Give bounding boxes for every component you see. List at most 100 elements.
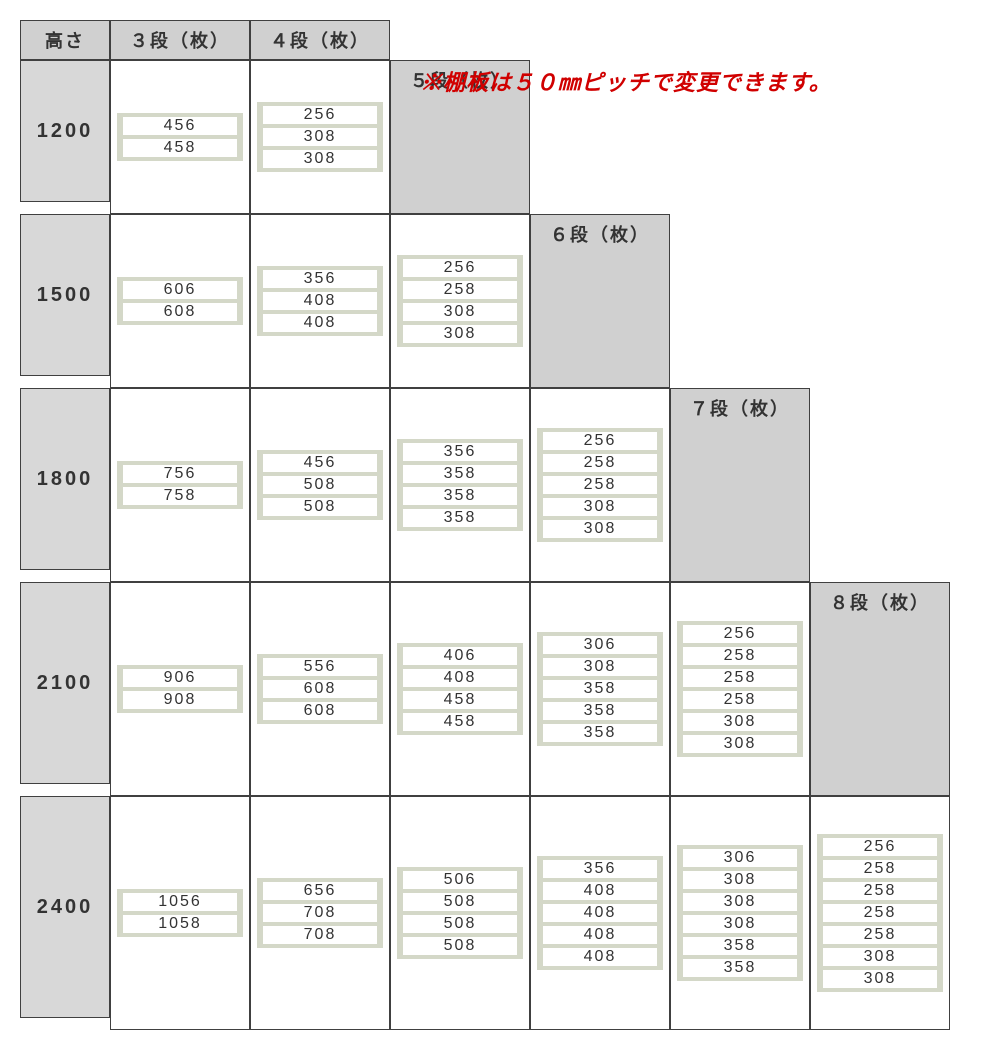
shelf-cell: 356408408 [250, 214, 390, 388]
shelf-gap-value: 908 [123, 691, 237, 709]
shelf-gap-value: 308 [543, 658, 657, 680]
shelf-gap-value: 358 [403, 465, 517, 487]
shelf-diagram: 556608608 [257, 654, 383, 724]
shelf-gap-value: 308 [543, 498, 657, 520]
shelf-gap-value: 308 [683, 713, 797, 735]
shelf-gap-value: 256 [683, 625, 797, 647]
shelf-gap-value: 1058 [123, 915, 237, 933]
shelf-cell: 256258258308308 [530, 388, 670, 582]
shelf-gap-value: 356 [543, 860, 657, 882]
shelf-gap-value: 508 [263, 498, 377, 516]
shelf-diagram: 256308308 [257, 102, 383, 172]
shelf-diagram: 406408458458 [397, 643, 523, 735]
shelf-gap-value: 256 [403, 259, 517, 281]
shelf-diagram: 756758 [117, 461, 243, 509]
column-header: ６段（枚） [530, 214, 670, 388]
shelf-diagram: 906908 [117, 665, 243, 713]
shelf-gap-value: 258 [683, 669, 797, 691]
column-header: ４段（枚） [250, 20, 390, 60]
shelf-diagram: 356358358358 [397, 439, 523, 531]
shelf-gap-value: 308 [823, 948, 937, 970]
shelf-cell: 606608 [110, 214, 250, 388]
shelf-cell: 356358358358 [390, 388, 530, 582]
shelf-diagram: 456458 [117, 113, 243, 161]
shelf-diagram: 256258258258258308308 [817, 834, 943, 992]
shelf-cell: 10561058 [110, 796, 250, 1030]
shelf-gap-value: 308 [403, 303, 517, 325]
shelf-gap-value: 556 [263, 658, 377, 680]
shelf-cell: 506508508508 [390, 796, 530, 1030]
shelf-gap-value: 358 [683, 937, 797, 959]
shelf-gap-value: 358 [543, 724, 657, 742]
shelf-cell: 356408408408408 [530, 796, 670, 1030]
shelf-gap-value: 906 [123, 669, 237, 691]
shelf-gap-value: 308 [403, 325, 517, 343]
shelf-gap-value: 258 [543, 476, 657, 498]
shelf-cell: 256308308 [250, 60, 390, 214]
shelf-cell: 306308358358358 [530, 582, 670, 796]
shelf-gap-value: 408 [543, 904, 657, 926]
height-header: 高さ [20, 20, 110, 60]
shelf-diagram: 456508508 [257, 450, 383, 520]
shelf-gap-value: 356 [263, 270, 377, 292]
shelf-gap-value: 308 [683, 871, 797, 893]
shelf-gap-value: 306 [683, 849, 797, 871]
shelf-diagram: 306308308308358358 [677, 845, 803, 981]
shelf-spec-grid: 高さ３段（枚）４段（枚）５段（枚）６段（枚）７段（枚）８段（枚）12004564… [20, 20, 980, 1030]
shelf-cell: 656708708 [250, 796, 390, 1030]
shelf-gap-value: 506 [403, 871, 517, 893]
shelf-cell: 306308308308358358 [670, 796, 810, 1030]
shelf-cell: 456458 [110, 60, 250, 214]
shelf-gap-value: 608 [123, 303, 237, 321]
shelf-gap-value: 608 [263, 680, 377, 702]
shelf-gap-value: 308 [263, 128, 377, 150]
shelf-diagram: 306308358358358 [537, 632, 663, 746]
shelf-cell: 756758 [110, 388, 250, 582]
shelf-gap-value: 406 [403, 647, 517, 669]
shelf-diagram: 10561058 [117, 889, 243, 937]
shelf-gap-value: 608 [263, 702, 377, 720]
shelf-cell: 256258258258308308 [670, 582, 810, 796]
shelf-gap-value: 458 [403, 691, 517, 713]
column-header: ７段（枚） [670, 388, 810, 582]
column-header: ８段（枚） [810, 582, 950, 796]
shelf-gap-value: 708 [263, 926, 377, 944]
shelf-gap-value: 656 [263, 882, 377, 904]
shelf-gap-value: 358 [543, 680, 657, 702]
shelf-gap-value: 456 [263, 454, 377, 476]
shelf-gap-value: 258 [543, 454, 657, 476]
shelf-gap-value: 258 [823, 904, 937, 926]
shelf-diagram: 656708708 [257, 878, 383, 948]
shelf-gap-value: 606 [123, 281, 237, 303]
shelf-gap-value: 408 [403, 669, 517, 691]
shelf-gap-value: 408 [263, 292, 377, 314]
shelf-gap-value: 408 [263, 314, 377, 332]
shelf-cell: 906908 [110, 582, 250, 796]
shelf-diagram: 356408408 [257, 266, 383, 336]
column-header: ３段（枚） [110, 20, 250, 60]
shelf-gap-value: 256 [543, 432, 657, 454]
shelf-diagram: 256258258308308 [537, 428, 663, 542]
shelf-gap-value: 408 [543, 926, 657, 948]
shelf-gap-value: 408 [543, 948, 657, 966]
shelf-gap-value: 508 [403, 937, 517, 955]
row-height-label: 1800 [20, 388, 110, 570]
shelf-gap-value: 358 [683, 959, 797, 977]
shelf-diagram: 356408408408408 [537, 856, 663, 970]
shelf-gap-value: 308 [263, 150, 377, 168]
row-height-label: 1200 [20, 60, 110, 202]
shelf-gap-value: 258 [823, 926, 937, 948]
shelf-gap-value: 408 [543, 882, 657, 904]
shelf-gap-value: 358 [403, 487, 517, 509]
shelf-gap-value: 756 [123, 465, 237, 487]
shelf-gap-value: 356 [403, 443, 517, 465]
shelf-cell: 256258308308 [390, 214, 530, 388]
shelf-diagram: 506508508508 [397, 867, 523, 959]
row-height-label: 2100 [20, 582, 110, 784]
shelf-gap-value: 256 [263, 106, 377, 128]
shelf-gap-value: 256 [823, 838, 937, 860]
shelf-gap-value: 258 [823, 860, 937, 882]
shelf-gap-value: 258 [823, 882, 937, 904]
shelf-cell: 406408458458 [390, 582, 530, 796]
shelf-gap-value: 508 [403, 915, 517, 937]
